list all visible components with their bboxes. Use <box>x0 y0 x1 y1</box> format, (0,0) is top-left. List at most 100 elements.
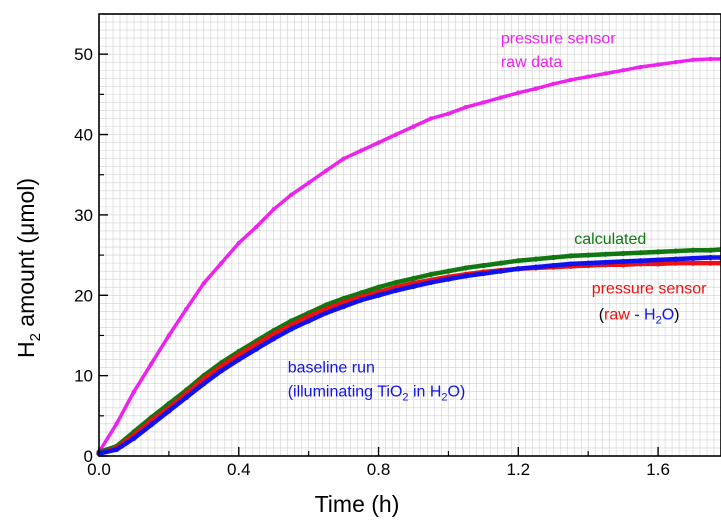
series-point-1 <box>515 258 521 264</box>
series-point-3 <box>253 346 259 352</box>
series-point-0 <box>498 95 504 100</box>
annotation-blue-line2: (illuminating TiO2 in H2O) <box>288 384 466 404</box>
series-point-2 <box>306 313 312 319</box>
x-tick-label: 0.8 <box>367 460 391 479</box>
series-point-1 <box>638 250 644 256</box>
series-point-3 <box>463 273 469 279</box>
series-point-1 <box>550 254 556 261</box>
annotation-pink2: raw data <box>501 54 562 71</box>
series-point-3 <box>638 258 644 264</box>
series-point-3 <box>550 262 556 269</box>
y-tick-label: 20 <box>74 286 93 305</box>
plot-frame <box>98 13 721 457</box>
series-point-0 <box>341 156 346 161</box>
series-point-0 <box>131 389 137 394</box>
series-point-0 <box>568 77 573 83</box>
series-point-3 <box>183 394 189 400</box>
annotation-red-line2-part: ) <box>674 306 679 323</box>
series-point-0 <box>638 64 643 70</box>
x-tick-label: 1.6 <box>646 460 670 479</box>
series-layer <box>96 56 721 457</box>
series-point-1 <box>533 256 539 262</box>
y-tick-label: 40 <box>74 126 93 145</box>
series-point-3 <box>498 268 504 274</box>
series-point-3 <box>131 435 137 441</box>
series-point-3 <box>428 279 434 286</box>
series-point-3 <box>236 356 242 363</box>
series-point-0 <box>446 111 451 116</box>
grid-lines <box>99 14 721 456</box>
series-point-0 <box>323 168 329 173</box>
series-point-1 <box>620 250 626 257</box>
series-point-0 <box>586 74 591 79</box>
series-point-0 <box>358 148 364 153</box>
y-axis-title: H2 amount (μmol) <box>13 178 44 358</box>
series-point-0 <box>655 62 661 67</box>
series-point-1 <box>463 265 469 271</box>
series-point-0 <box>271 207 276 212</box>
series-point-3 <box>480 270 486 277</box>
annotation-red-line2-part: ( <box>599 306 605 323</box>
series-point-0 <box>463 105 469 110</box>
annotation-red-line2-part: - H <box>630 306 656 323</box>
series-point-0 <box>603 71 608 76</box>
series-point-3 <box>655 257 661 263</box>
annotation-blue-line2-part: 2 <box>402 392 408 404</box>
annotation-blue-line2-part: (illuminating TiO <box>288 384 403 401</box>
series-point-3 <box>515 266 521 272</box>
series-point-3 <box>393 287 399 294</box>
series-point-2 <box>672 260 679 266</box>
y-axis-title-main: H <box>13 341 39 358</box>
y-axis-title-rest: amount (μmol) <box>13 178 39 333</box>
series-point-1 <box>410 275 417 281</box>
series-point-3 <box>323 310 329 316</box>
series-point-3 <box>375 292 382 298</box>
x-tick-label: 1.2 <box>507 460 531 479</box>
series-point-0 <box>411 124 416 129</box>
series-point-3 <box>166 408 172 414</box>
annotation-red1: pressure sensor <box>592 281 707 298</box>
series-point-3 <box>568 261 574 267</box>
annotation-blue-line2-part: in H <box>409 384 442 401</box>
series-point-1 <box>428 271 434 277</box>
series-point-0 <box>254 224 259 230</box>
series-point-1 <box>445 268 452 274</box>
axis-ticks: 0.0 0.4 0.8 1.2 1.6 0 10 20 30 40 50 <box>74 45 670 479</box>
x-axis-title: Time (h) <box>315 491 400 517</box>
annotation-green: calculated <box>574 231 646 248</box>
series-point-2 <box>271 331 277 337</box>
series-point-3 <box>690 255 696 261</box>
annotation-blue-line2-part: O) <box>448 384 466 401</box>
series-point-1 <box>393 279 399 286</box>
series-point-1 <box>707 247 714 253</box>
annotations-layer: pressure sensor raw data calculated pressur… <box>288 31 707 404</box>
series-point-3 <box>201 381 207 387</box>
series-point-3 <box>410 283 417 290</box>
series-point-3 <box>533 264 539 270</box>
series-point-0 <box>306 180 311 185</box>
annotation-red-line2-part: O <box>662 306 674 323</box>
series-point-3 <box>672 256 679 262</box>
series-point-0 <box>393 132 399 137</box>
series-point-0 <box>166 333 172 338</box>
series-point-0 <box>114 421 119 427</box>
y-tick-label: 0 <box>84 447 93 466</box>
series-point-3 <box>113 446 120 453</box>
y-tick-label: 10 <box>74 367 93 386</box>
series-point-0 <box>149 361 154 366</box>
annotation-blue-line2-part: 2 <box>441 392 447 404</box>
series-point-0 <box>533 86 538 91</box>
series-point-0 <box>219 260 224 266</box>
x-tick-label: 0.0 <box>87 460 111 479</box>
y-tick-label: 30 <box>74 206 93 225</box>
series-point-0 <box>184 306 189 312</box>
series-point-0 <box>236 240 241 246</box>
series-point-2 <box>218 363 224 369</box>
series-point-3 <box>148 422 155 428</box>
y-axis-title-sub: 2 <box>27 333 44 341</box>
series-point-0 <box>673 60 678 65</box>
annotation-red-line2-part: raw <box>604 306 630 323</box>
series-point-1 <box>603 251 609 257</box>
series-point-0 <box>620 68 626 73</box>
